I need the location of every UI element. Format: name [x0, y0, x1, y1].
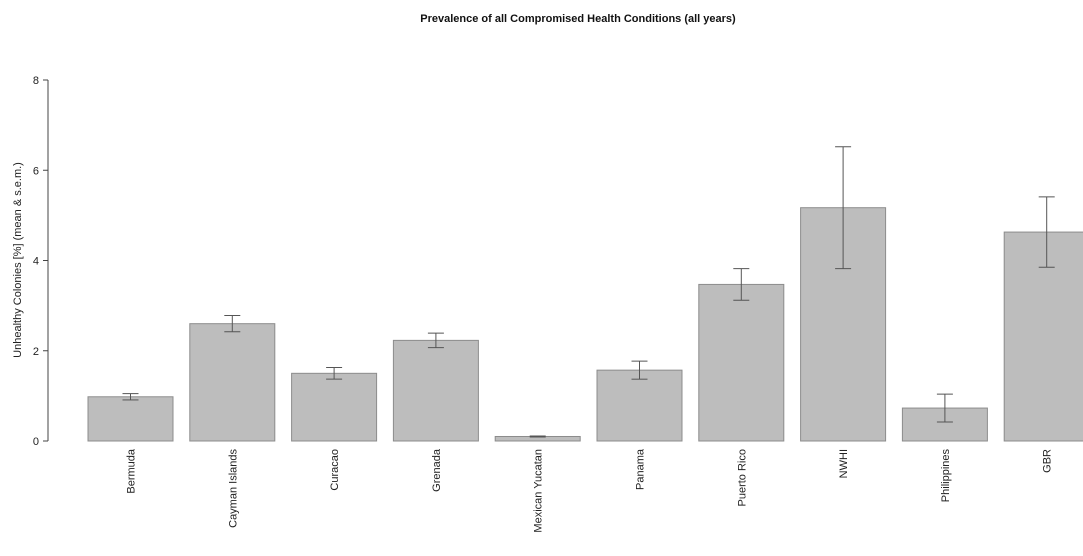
- bar: [698, 283, 785, 442]
- error-bar: [631, 360, 648, 380]
- bar: [392, 339, 479, 442]
- x-tick-label: Philippines: [940, 449, 952, 503]
- y-axis-ticks: 0 2 4 6 8: [33, 75, 48, 448]
- error-bar: [224, 315, 241, 333]
- error-bar: [529, 435, 546, 438]
- x-tick-label: Panama: [635, 448, 647, 490]
- bar: [87, 396, 174, 442]
- y-axis-label: Unhealthy Colonies [%] (mean & s.e.m.): [12, 162, 24, 358]
- error-bar: [835, 146, 852, 270]
- y-tick-label: 8: [33, 75, 39, 87]
- error-bar: [122, 393, 139, 401]
- x-tick-label: Cayman Islands: [227, 449, 239, 528]
- error-bar: [936, 393, 953, 423]
- chart-title: Prevalence of all Compromised Health Con…: [420, 13, 736, 25]
- error-bar: [326, 366, 343, 380]
- y-tick-label: 4: [33, 256, 39, 268]
- y-tick-label: 0: [33, 436, 39, 448]
- error-bar: [733, 268, 750, 301]
- error-bar: [1038, 196, 1055, 268]
- x-tick-label: GBR: [1042, 449, 1054, 473]
- bar: [596, 369, 683, 442]
- bar: [291, 372, 378, 442]
- bar: [1003, 231, 1083, 442]
- x-tick-label: Mexican Yucatan: [533, 449, 545, 533]
- bars: [87, 207, 1083, 442]
- bar: [189, 323, 276, 442]
- x-tick-label: Puerto Rico: [736, 449, 748, 506]
- y-tick-label: 6: [33, 165, 39, 177]
- x-tick-label: Bermuda: [126, 448, 138, 494]
- x-tick-label: Curacao: [329, 449, 341, 491]
- error-bar: [427, 332, 444, 349]
- x-tick-label: NWHI: [838, 449, 850, 478]
- error-bars: [122, 146, 1055, 438]
- x-axis-labels: Bermuda Cayman Islands Curacao Grenada Mexic…: [126, 448, 1054, 532]
- x-tick-label: Grenada: [431, 448, 443, 492]
- y-tick-label: 2: [33, 346, 39, 358]
